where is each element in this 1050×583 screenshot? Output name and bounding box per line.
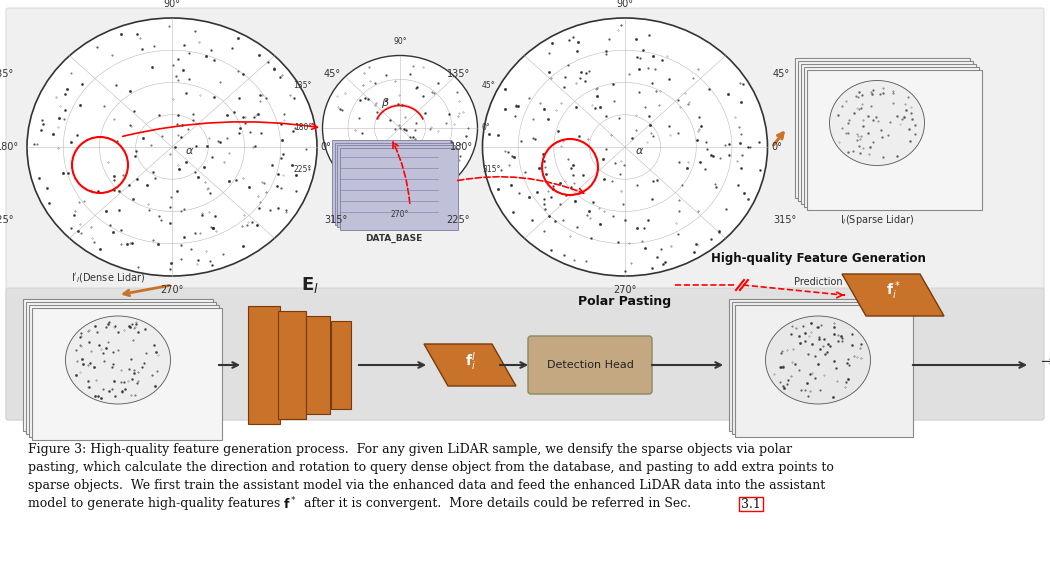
Text: 270°: 270° (161, 285, 184, 295)
Text: $\mathbf{E}_l$: $\mathbf{E}_l$ (301, 275, 319, 295)
FancyBboxPatch shape (806, 70, 982, 210)
Text: 0°: 0° (771, 142, 782, 152)
Text: $\mathbf{f}^*$: $\mathbf{f}^*$ (284, 496, 296, 512)
FancyBboxPatch shape (800, 64, 975, 204)
Text: pasting, which calculate the direction and rotation to query dense object from t: pasting, which calculate the direction a… (28, 462, 834, 475)
Ellipse shape (830, 80, 924, 166)
Text: Polar Pasting: Polar Pasting (579, 296, 672, 308)
Text: 180°: 180° (294, 124, 312, 132)
FancyBboxPatch shape (798, 61, 972, 201)
Text: $\mathbf{f}^l_i$: $\mathbf{f}^l_i$ (464, 350, 476, 372)
Text: High-quality Feature Generation: High-quality Feature Generation (711, 252, 925, 265)
Text: 315°: 315° (324, 215, 348, 225)
FancyBboxPatch shape (248, 306, 280, 424)
Text: 315°: 315° (773, 215, 796, 225)
Ellipse shape (765, 316, 870, 404)
Text: 270°: 270° (613, 285, 636, 295)
Text: 135°: 135° (446, 69, 470, 79)
FancyBboxPatch shape (735, 305, 914, 437)
FancyBboxPatch shape (331, 321, 351, 409)
FancyBboxPatch shape (803, 67, 979, 207)
FancyBboxPatch shape (278, 311, 306, 419)
Ellipse shape (322, 55, 478, 201)
Text: $\beta$: $\beta$ (380, 96, 390, 110)
Ellipse shape (27, 18, 317, 276)
Text: 270°: 270° (391, 210, 410, 219)
Text: DATA_BASE: DATA_BASE (365, 234, 422, 243)
Text: $\mathbf{f}^*_i$: $\mathbf{f}^*_i$ (886, 280, 900, 303)
Text: 225°: 225° (446, 215, 470, 225)
Text: 0°: 0° (320, 142, 331, 152)
Text: model to generate high-quality features: model to generate high-quality features (28, 497, 285, 511)
Text: 315°: 315° (482, 166, 501, 174)
FancyBboxPatch shape (335, 142, 453, 224)
FancyBboxPatch shape (528, 336, 652, 394)
FancyBboxPatch shape (23, 299, 213, 431)
Text: 90°: 90° (164, 0, 181, 9)
Text: 90°: 90° (616, 0, 633, 9)
Text: $\mathrm{I}_l$(Sparse Lidar): $\mathrm{I}_l$(Sparse Lidar) (840, 213, 915, 227)
Ellipse shape (65, 316, 170, 404)
Text: 180°: 180° (0, 142, 19, 152)
FancyBboxPatch shape (332, 140, 450, 222)
Text: 0°: 0° (482, 124, 490, 132)
Text: 135°: 135° (294, 82, 312, 90)
Text: $\rightarrow\mathcal{L}_{\mathrm{Det}}$: $\rightarrow\mathcal{L}_{\mathrm{Det}}$ (1038, 354, 1050, 371)
Text: 45°: 45° (773, 69, 790, 79)
Text: 45°: 45° (482, 82, 496, 90)
Text: 3.1: 3.1 (741, 497, 761, 511)
FancyBboxPatch shape (339, 147, 458, 230)
FancyBboxPatch shape (732, 302, 910, 434)
Text: $\alpha$: $\alpha$ (635, 146, 645, 156)
Text: sparse objects.  We first train the assistant model via the enhanced data and fe: sparse objects. We first train the assis… (28, 479, 825, 493)
Text: after it is convergent.  More details could be referred in Sec.: after it is convergent. More details cou… (300, 497, 695, 511)
Ellipse shape (483, 18, 768, 276)
Polygon shape (842, 274, 944, 316)
Text: 135°: 135° (0, 69, 14, 79)
Text: Figure 3: High-quality feature generation process.  For any given LiDAR sample, : Figure 3: High-quality feature generatio… (28, 444, 792, 456)
FancyBboxPatch shape (306, 316, 330, 414)
Text: $\alpha$: $\alpha$ (186, 146, 194, 156)
Text: Prediction: Prediction (794, 277, 842, 287)
FancyBboxPatch shape (729, 299, 907, 431)
Text: 225°: 225° (0, 215, 14, 225)
Text: $\mathrm{I'}_l$(Dense Lidar): $\mathrm{I'}_l$(Dense Lidar) (70, 272, 145, 285)
Text: 90°: 90° (393, 37, 406, 46)
Polygon shape (424, 344, 516, 386)
FancyBboxPatch shape (795, 58, 969, 198)
FancyBboxPatch shape (26, 302, 216, 434)
FancyBboxPatch shape (6, 288, 1044, 420)
Text: Detection Head: Detection Head (547, 360, 633, 370)
FancyBboxPatch shape (29, 305, 219, 437)
Text: 225°: 225° (294, 166, 312, 174)
Text: 45°: 45° (324, 69, 341, 79)
FancyBboxPatch shape (337, 145, 455, 227)
FancyBboxPatch shape (6, 8, 1044, 420)
FancyBboxPatch shape (32, 308, 222, 440)
Text: 180°: 180° (449, 142, 472, 152)
